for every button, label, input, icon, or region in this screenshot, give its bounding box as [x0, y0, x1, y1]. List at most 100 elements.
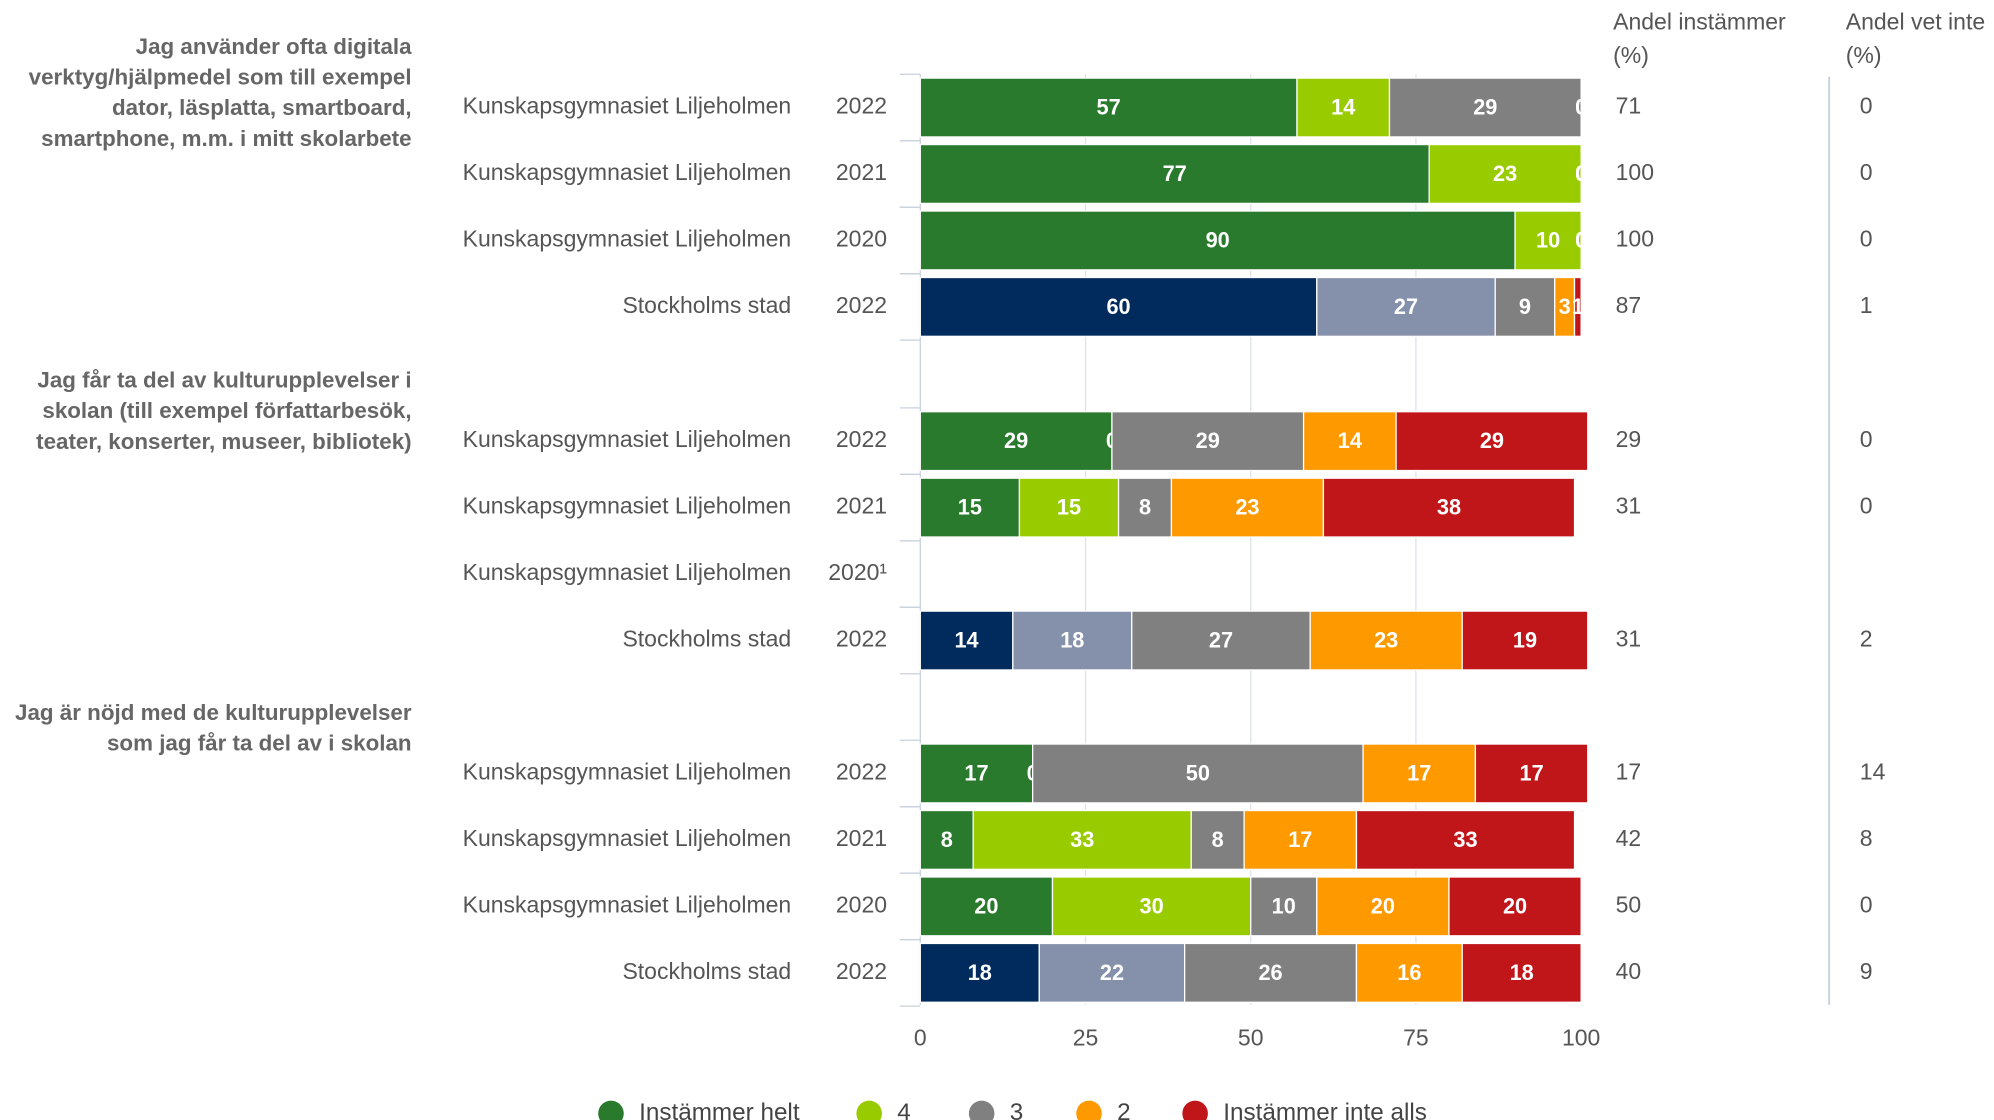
row-year: 2022: [836, 93, 887, 119]
group-title: Jag använder ofta digitala verktyg/hjälp…: [28, 33, 412, 151]
legend-marker: [856, 1100, 882, 1120]
row-label: Kunskapsgymnasiet Liljeholmen: [463, 426, 792, 452]
bar-value-label: 17: [964, 760, 988, 785]
x-tick-label: 25: [1073, 1024, 1099, 1050]
bar-segment: [919, 411, 1113, 472]
row-year: 2022: [836, 292, 887, 318]
bar-value-label: 33: [1453, 827, 1477, 852]
agree-value: 87: [1616, 292, 1642, 318]
group-title: Jag får ta del av kulturupplevelser i sk…: [36, 366, 412, 454]
bar-value-label: 29: [1473, 95, 1497, 120]
column-header-box: Andel instämmer (%): [1613, 9, 1786, 68]
agree-value: 71: [1616, 93, 1642, 119]
bar-segment: [1514, 210, 1582, 271]
legend-label: 3: [1010, 1099, 1024, 1120]
bar-value-label: 90: [1206, 227, 1230, 252]
bar-segment: [1461, 942, 1582, 1003]
agree-value: 40: [1616, 958, 1642, 984]
row-year: 2020: [836, 226, 887, 252]
dont-know-value: 8: [1860, 825, 1873, 851]
bar-segment: [1355, 942, 1463, 1003]
group-title: Jag är nöjd med de kulturupplevelser som…: [15, 699, 412, 756]
bar-value-label: 18: [968, 960, 992, 985]
row-year: 2020¹: [828, 559, 887, 585]
bar-segment: [1395, 411, 1589, 472]
row-label: Kunskapsgymnasiet Liljeholmen: [463, 93, 792, 119]
bar-segment: [919, 276, 1318, 337]
bar-value-label: 0: [1575, 95, 1587, 120]
bar-value-label: 0: [1575, 161, 1587, 186]
row-year: 2020: [836, 891, 887, 917]
bar-segment: [1362, 743, 1477, 804]
bar-value-label: 14: [954, 628, 978, 653]
bar-value-label: 0: [1575, 161, 1587, 186]
x-tick-label: 100: [1562, 1024, 1600, 1050]
bar-value-label: 27: [1394, 294, 1418, 319]
bar-segment: [1302, 411, 1397, 472]
bar-segment: [1170, 477, 1325, 538]
bar-value-label: 0: [1575, 227, 1587, 252]
bar-value-label: 0: [1575, 227, 1587, 252]
row-year: 2021: [836, 825, 887, 851]
row-label: Kunskapsgymnasiet Liljeholmen: [463, 759, 792, 785]
row-label: Stockholms stad: [622, 292, 791, 318]
bar-value-label: 29: [1004, 428, 1028, 453]
x-tick-label: 75: [1403, 1024, 1429, 1050]
bar-segment: [1448, 876, 1582, 937]
bar-value-label: 27: [1209, 628, 1233, 653]
bar-segment: [1038, 942, 1186, 1003]
bar-value-label: 20: [1371, 893, 1395, 918]
bar-value-label: 77: [1163, 161, 1187, 186]
bar-segment: [1322, 477, 1576, 538]
bar-segment: [972, 809, 1192, 870]
bar-segment: [1018, 477, 1120, 538]
bar-segment: [1184, 942, 1358, 1003]
agree-value: 31: [1616, 626, 1642, 652]
row-label: Kunskapsgymnasiet Liljeholmen: [463, 825, 792, 851]
bar-value-label: 3: [1559, 294, 1571, 319]
x-tick-label: 50: [1238, 1024, 1264, 1050]
bar-value-label: 23: [1235, 495, 1259, 520]
legend-marker: [1076, 1100, 1102, 1120]
row-year: 2021: [836, 159, 887, 185]
bar-value-label: 20: [1503, 893, 1527, 918]
bar-segment: [919, 77, 1298, 138]
bar-value-label: 15: [958, 495, 982, 520]
group-title-box: Jag använder ofta digitala verktyg/hjälp…: [28, 33, 412, 151]
row-year: 2022: [836, 759, 887, 785]
row-year: 2022: [836, 626, 887, 652]
bar-value-label: 15: [1057, 495, 1081, 520]
dont-know-value: 1: [1860, 292, 1873, 318]
bar-value-label: 8: [941, 827, 953, 852]
row-year: 2021: [836, 493, 887, 519]
agree-value: 29: [1616, 426, 1642, 452]
bar-value-label: 0: [1575, 227, 1587, 252]
bar-value-label: 20: [974, 893, 998, 918]
legend-label: 4: [897, 1099, 911, 1120]
legend-marker: [598, 1100, 624, 1120]
bar-value-label: 14: [1331, 95, 1355, 120]
legend-marker: [968, 1100, 995, 1120]
bar-segment: [1474, 743, 1589, 804]
bar-value-label: 16: [1397, 960, 1421, 985]
bar-segment: [919, 743, 1034, 804]
bar-value-label: 18: [1510, 960, 1534, 985]
bar-value-label: 17: [1407, 760, 1431, 785]
bar-segment: [1494, 276, 1556, 337]
bar-segment: [1243, 809, 1358, 870]
bar-segment: [1316, 276, 1496, 337]
bar-segment: [919, 477, 1021, 538]
bar-segment: [1355, 809, 1576, 870]
dont-know-value: 2: [1860, 626, 1873, 652]
row-label: Stockholms stad: [622, 958, 791, 984]
bar-value-label: 17: [1288, 827, 1312, 852]
dont-know-value: 0: [1860, 493, 1873, 519]
bar-segment: [1309, 610, 1463, 671]
dont-know-value: 0: [1860, 891, 1873, 917]
legend-label: Instämmer helt: [639, 1099, 800, 1120]
column-header: Andel vet inte (%): [1845, 9, 1986, 68]
row-label: Kunskapsgymnasiet Liljeholmen: [463, 891, 792, 917]
agree-value: 100: [1616, 159, 1654, 185]
bar-value-label: 8: [1212, 827, 1224, 852]
bar-value-label: 23: [1493, 161, 1517, 186]
